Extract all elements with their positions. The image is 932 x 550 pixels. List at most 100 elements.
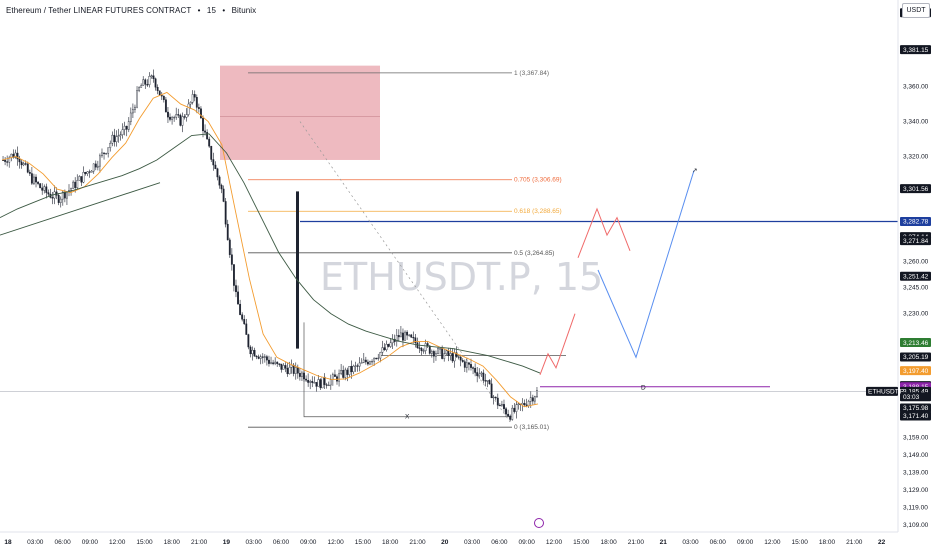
candle-body: [241, 314, 244, 320]
candle-body: [210, 145, 213, 160]
candle-body: [41, 187, 44, 191]
candle-body: [6, 161, 9, 163]
candle-body: [507, 413, 510, 417]
candle-body: [222, 188, 225, 202]
candle-body: [292, 364, 295, 374]
candle-body: [226, 223, 229, 241]
candle-body: [278, 363, 281, 365]
candle-body: [356, 365, 359, 367]
event-marker-icon: [534, 518, 544, 528]
candle-body: [20, 161, 23, 166]
time-tick-label: 12:00: [546, 539, 563, 546]
price-tick-label: 3,159.00: [903, 435, 929, 442]
candle-body: [28, 172, 31, 174]
candle-body: [513, 407, 516, 412]
symbol-price-tag: [866, 386, 898, 396]
candle-body: [39, 183, 42, 189]
candle-body: [117, 135, 120, 137]
candle-body: [348, 366, 351, 375]
time-tick-label: 18:00: [164, 539, 181, 546]
candle-body: [311, 381, 314, 383]
candle-body: [24, 163, 27, 165]
candle-body: [263, 356, 266, 358]
candle-body: [282, 365, 285, 370]
candle-body: [94, 163, 97, 168]
candle-body: [228, 239, 231, 255]
time-tick-label: 12:00: [764, 539, 781, 546]
candle-body: [315, 382, 318, 387]
blue-projection-arrow: ↗: [692, 167, 697, 174]
candle-body: [399, 332, 402, 338]
time-tick-label: 18: [4, 539, 12, 546]
candle-body: [377, 357, 380, 360]
price-tick-label: 3,245.00: [903, 284, 929, 291]
candle-body: [66, 191, 68, 199]
candle-body: [515, 404, 518, 412]
candle-body: [82, 172, 85, 183]
candle-body: [344, 369, 347, 378]
candle-body: [51, 197, 54, 199]
fib-level-label: 1 (3,367.84): [514, 70, 549, 77]
candle-body: [16, 152, 19, 160]
candle-body: [303, 372, 305, 380]
candle-body: [373, 357, 376, 362]
candle-body: [402, 332, 404, 341]
symbol-price-tag-label: ETHUSDT.P: [868, 389, 904, 396]
candle-body: [80, 176, 83, 183]
candle-body: [204, 130, 206, 133]
price-tag-label: 3,197.40: [903, 368, 929, 375]
candle-body: [216, 168, 219, 178]
candle-body: [529, 397, 532, 402]
symbol-watermark: ETHUSDT.P, 15: [320, 255, 603, 299]
candle-body: [257, 356, 260, 359]
candle-body: [235, 285, 237, 293]
candle-body: [492, 396, 495, 399]
candle-body: [253, 349, 256, 357]
candle-body: [274, 361, 277, 364]
candle-body: [453, 352, 456, 362]
candle-body: [115, 136, 118, 143]
currency-button[interactable]: USDT: [902, 3, 930, 18]
candle-body: [455, 352, 458, 357]
candle-body: [367, 361, 369, 365]
candle-body: [18, 158, 21, 163]
candle-body: [148, 76, 151, 85]
blue-projection-path: [597, 170, 695, 359]
candle-body: [206, 132, 209, 140]
price-tag: [900, 236, 931, 246]
time-tick-label: 21: [660, 539, 668, 546]
price-tick-label: 3,260.00: [903, 258, 929, 265]
candle-body: [301, 372, 303, 377]
candle-body: [465, 362, 468, 368]
candle-body: [154, 78, 157, 88]
candle-body: [383, 347, 386, 351]
candle-body: [220, 184, 223, 190]
candle-body: [329, 379, 332, 386]
candle-body: [57, 195, 60, 203]
candle-body: [171, 117, 173, 120]
price-tag-label: 3,175.98: [903, 405, 929, 412]
candle-body: [490, 383, 493, 399]
candle-body: [144, 79, 147, 85]
time-tick-label: 12:00: [327, 539, 344, 546]
candle-body: [239, 303, 242, 315]
candle-body: [109, 142, 112, 148]
candle-body: [338, 373, 340, 382]
candle-body: [245, 323, 248, 335]
time-tick-label: 15:00: [573, 539, 590, 546]
candle-body: [113, 134, 116, 143]
candle-body: [414, 337, 417, 343]
candle-body: [173, 117, 176, 119]
candle-body: [536, 390, 538, 397]
candle-body: [379, 352, 382, 359]
price-tag-label: 3,185.49: [903, 389, 929, 396]
candle-body: [381, 347, 384, 353]
candle-body: [305, 378, 307, 381]
candle-body: [482, 372, 485, 381]
candle-body: [389, 342, 392, 347]
candle-body: [202, 117, 204, 132]
time-tick-label: 09:00: [519, 539, 536, 546]
candle-body: [523, 402, 526, 406]
candle-body: [472, 367, 474, 369]
